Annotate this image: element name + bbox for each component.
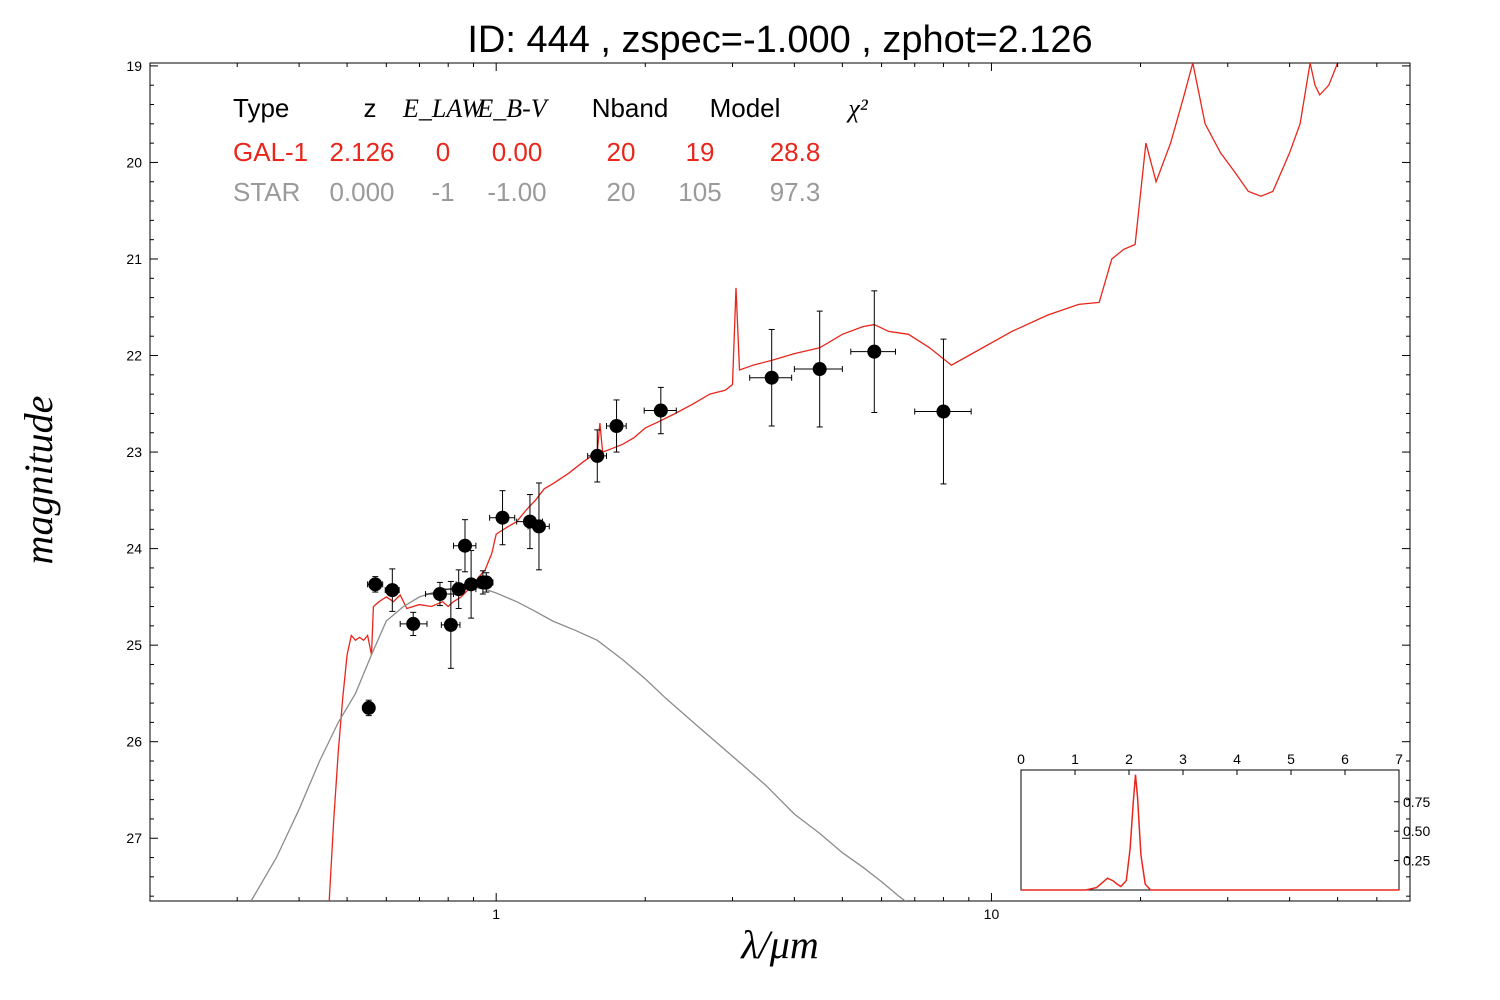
photometry-marker [368, 577, 383, 592]
table-cell-type: GAL-1 [233, 137, 308, 167]
inset-y-tick-label: 0.50 [1403, 823, 1430, 839]
photometry-points [361, 290, 972, 717]
photometry-point [367, 576, 384, 593]
table-header-nband: Nband [592, 93, 669, 123]
inset-y-tick-label: 0.75 [1403, 794, 1430, 810]
inset-y-tick-label: 0.25 [1403, 853, 1430, 869]
table-header-e-law: E_LAW [402, 94, 485, 123]
photometry-marker [464, 577, 479, 592]
photometry-marker [361, 700, 376, 715]
photometry-marker [432, 586, 447, 601]
y-tick-label: 20 [126, 154, 142, 170]
table-header-model: Model [710, 93, 781, 123]
table-cell-e-bv: 0.00 [492, 137, 543, 167]
model-spectra [250, 63, 1339, 901]
table-cell-nband: 20 [607, 137, 636, 167]
photometry-point [643, 386, 677, 435]
y-axis-label: magnitude [16, 396, 61, 565]
x-axis-label: λ/μm [740, 922, 818, 967]
photometry-marker [867, 344, 882, 359]
photometry-marker [812, 362, 827, 377]
photometry-point [361, 699, 376, 717]
y-tick-label: 25 [126, 637, 142, 653]
table-cell-e-law: 0 [436, 137, 450, 167]
table-cell-model: 105 [678, 177, 721, 207]
pdz-inset: 0 1 2 3 4 5 6 7 0.25 0.50 0.75 [1017, 751, 1430, 891]
inset-x-tick-label: 5 [1287, 751, 1295, 767]
table-cell-model: 19 [686, 137, 715, 167]
pdz-curve [1021, 774, 1399, 891]
photometry-point [439, 569, 477, 609]
table-cell-e-bv: -1.00 [487, 177, 546, 207]
table-header-e-bv: E_B-V [476, 94, 549, 123]
x-tick-label: 10 [984, 906, 1000, 922]
photometry-point [605, 399, 627, 453]
photometry-point [384, 568, 400, 612]
photometry-marker [590, 448, 605, 463]
photometry-point [478, 572, 494, 593]
table-header-type: Type [233, 93, 289, 123]
inset-x-tick-label: 1 [1071, 751, 1079, 767]
y-tick-label: 27 [126, 830, 142, 846]
inset-frame [1020, 769, 1400, 891]
table-cell-e-law: -1 [431, 177, 454, 207]
chart-title: ID: 444 , zspec=-1.000 , zphot=2.126 [467, 19, 1092, 61]
photometry-point [914, 338, 972, 485]
photometry-point [527, 482, 550, 571]
photometry-point [749, 328, 793, 427]
table-header-chi2: χ² [845, 94, 868, 123]
photometry-point [793, 310, 843, 428]
table-cell-chi2: 28.8 [770, 137, 821, 167]
table-cell-z: 2.126 [329, 137, 394, 167]
photometry-marker [479, 575, 494, 590]
table-cell-z: 0.000 [329, 177, 394, 207]
photometry-marker [443, 617, 458, 632]
y-tick-label: 19 [126, 58, 142, 74]
table-cell-chi2: 97.3 [770, 177, 821, 207]
inset-x-tick-label: 4 [1233, 751, 1241, 767]
y-tick-label: 23 [126, 444, 142, 460]
photometry-point [425, 581, 454, 607]
photometry-point [399, 611, 428, 637]
table-cell-nband: 20 [607, 177, 636, 207]
inset-x-tick-label: 2 [1125, 751, 1133, 767]
inset-x-tick-label: 0 [1017, 751, 1025, 767]
photometry-point [452, 519, 477, 573]
photometry-marker [764, 370, 779, 385]
y-tick-label: 22 [126, 348, 142, 364]
photometry-point [587, 429, 607, 483]
y-tick-label: 26 [126, 734, 142, 750]
photometry-marker [451, 582, 466, 597]
model-spectrum-0 [328, 63, 1339, 901]
photometry-point [440, 580, 461, 669]
photometry-marker [406, 616, 421, 631]
inset-x-tick-label: 6 [1341, 751, 1349, 767]
photometry-marker [457, 538, 472, 553]
photometry-marker [531, 519, 546, 534]
photometry-point [850, 290, 896, 413]
model-spectrum-1 [250, 586, 906, 901]
inset-x-tick-label: 3 [1179, 751, 1187, 767]
inset-x-tick-label: 7 [1395, 751, 1403, 767]
y-tick-label: 24 [126, 541, 142, 557]
photometry-point [489, 490, 516, 546]
photometry-marker [385, 583, 400, 598]
x-tick-label: 1 [492, 906, 500, 922]
y-tick-label: 21 [126, 251, 142, 267]
table-header-z: z [364, 93, 377, 123]
photometry-marker [609, 419, 624, 434]
photometry-marker [495, 510, 510, 525]
table-cell-type: STAR [233, 177, 300, 207]
plot-frame [149, 62, 1411, 902]
photometry-marker [936, 404, 951, 419]
photometry-marker [653, 403, 668, 418]
